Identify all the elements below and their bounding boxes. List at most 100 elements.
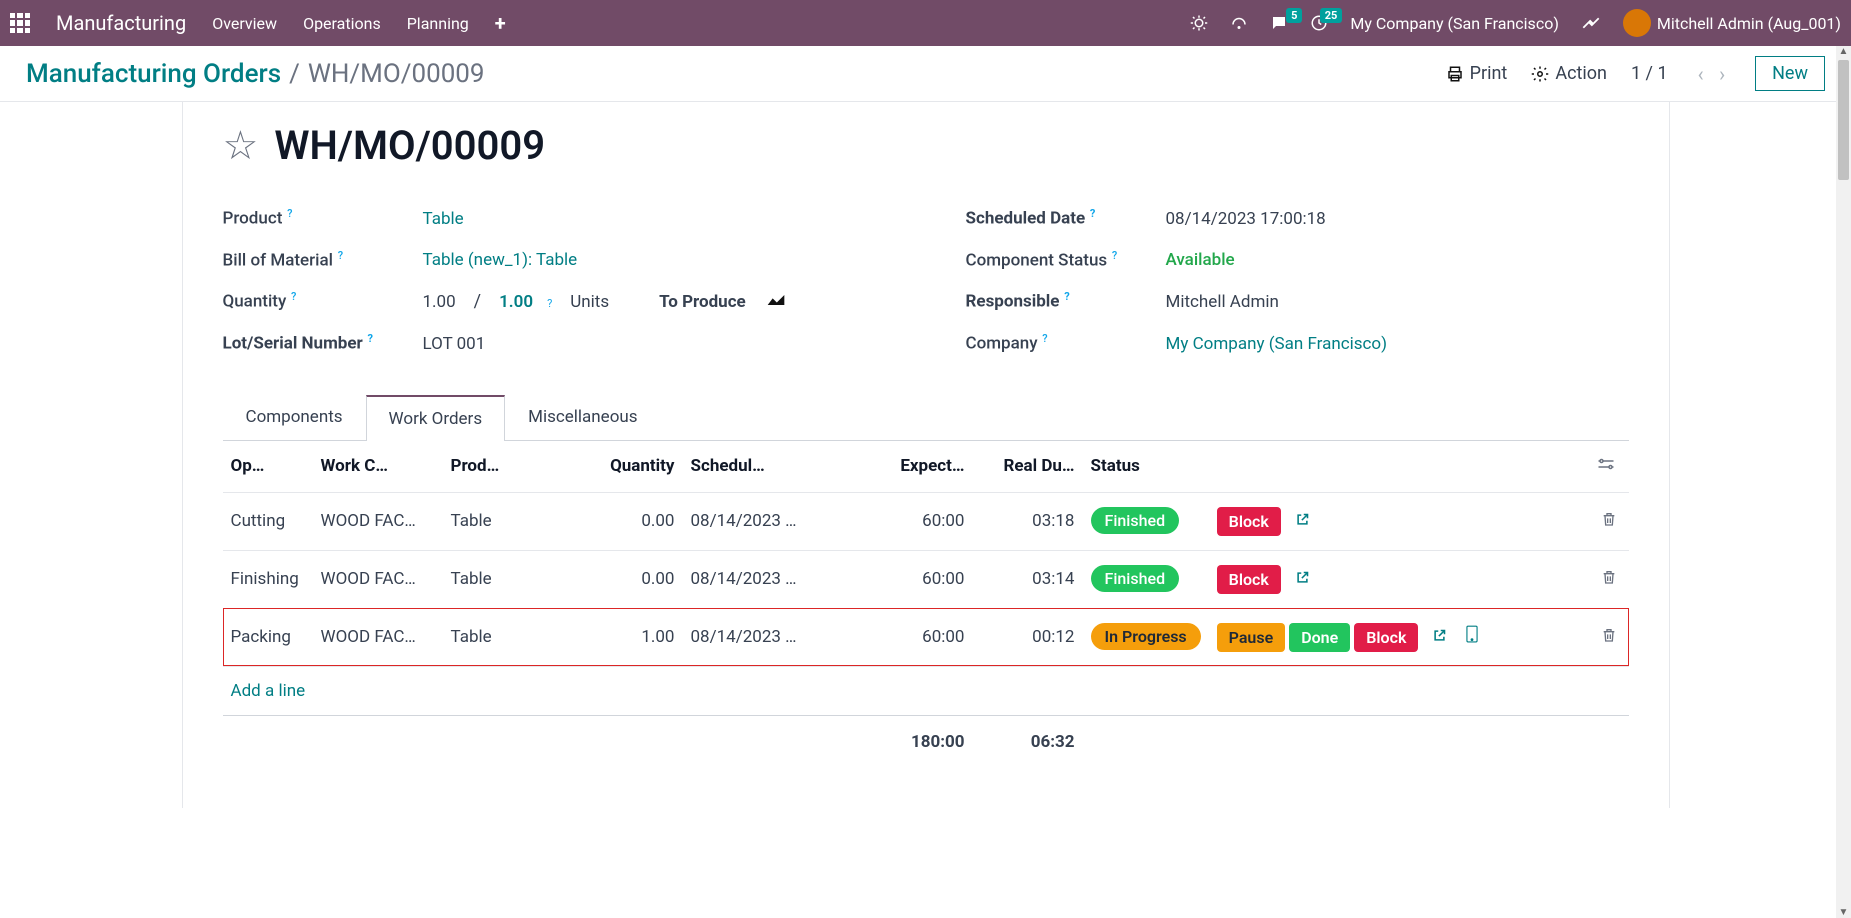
pager-text[interactable]: 1 / 1 <box>1631 63 1668 84</box>
status-badge: In Progress <box>1091 623 1201 650</box>
col-work-center[interactable]: Work C… <box>313 441 443 493</box>
component-status-label: Component Status ? <box>966 249 1166 271</box>
cell-quantity: 0.00 <box>583 550 683 608</box>
vertical-scrollbar[interactable]: ▲ ▼ <box>1836 46 1851 918</box>
breadcrumb-root[interactable]: Manufacturing Orders <box>26 59 281 89</box>
product-label: Product ? <box>223 207 423 229</box>
responsible-field[interactable]: Mitchell Admin <box>1166 292 1629 312</box>
form-sheet: ☆ WH/MO/00009 Product ? Table Bill of Ma… <box>182 102 1670 808</box>
col-scheduled[interactable]: Schedul… <box>683 441 843 493</box>
company-field[interactable]: My Company (San Francisco) <box>1166 334 1629 354</box>
pause-button[interactable]: Pause <box>1217 623 1286 652</box>
tablet-icon[interactable] <box>1465 628 1479 648</box>
table-row[interactable]: FinishingWOOD FAC…Table0.0008/14/2023 …6… <box>223 550 1629 608</box>
app-title[interactable]: Manufacturing <box>56 11 186 35</box>
support-icon[interactable] <box>1230 14 1248 32</box>
work-orders-table: Op… Work C… Prod… Quantity Schedul… Expe… <box>223 441 1629 768</box>
total-real: 06:32 <box>973 715 1083 768</box>
delete-icon[interactable] <box>1601 571 1617 591</box>
notebook-tabs: Components Work Orders Miscellaneous <box>223 394 1629 441</box>
company-label: Company ? <box>966 332 1166 354</box>
cell-scheduled: 08/14/2023 … <box>683 492 843 550</box>
gear-icon <box>1531 65 1549 83</box>
open-external-icon[interactable] <box>1432 628 1447 647</box>
table-header-row: Op… Work C… Prod… Quantity Schedul… Expe… <box>223 441 1629 493</box>
messages-badge: 5 <box>1286 8 1302 23</box>
col-product[interactable]: Prod… <box>443 441 583 493</box>
cell-actions: Block <box>1209 492 1589 550</box>
priority-star-icon[interactable]: ☆ <box>223 122 259 169</box>
cell-product: Table <box>443 550 583 608</box>
block-button[interactable]: Block <box>1217 565 1281 594</box>
col-operation[interactable]: Op… <box>223 441 313 493</box>
cell-operation: Finishing <box>223 550 313 608</box>
col-status[interactable]: Status <box>1083 441 1209 493</box>
open-external-icon[interactable] <box>1295 570 1310 589</box>
cell-real: 00:12 <box>973 608 1083 666</box>
pager-prev-icon[interactable]: ‹ <box>1692 62 1710 86</box>
bom-label: Bill of Material ? <box>223 249 423 271</box>
user-menu[interactable]: Mitchell Admin (Aug_001) <box>1623 9 1841 37</box>
scheduled-date-label: Scheduled Date ? <box>966 207 1166 229</box>
print-button[interactable]: Print <box>1446 63 1508 84</box>
breadcrumb-current: WH/MO/00009 <box>308 59 485 89</box>
cell-work-center: WOOD FAC… <box>313 492 443 550</box>
company-switcher[interactable]: My Company (San Francisco) <box>1350 14 1559 33</box>
forecast-icon[interactable] <box>766 293 786 307</box>
done-button[interactable]: Done <box>1289 623 1350 652</box>
col-expected[interactable]: Expect… <box>843 441 973 493</box>
block-button[interactable]: Block <box>1217 507 1281 536</box>
lot-field[interactable]: LOT 001 <box>423 334 886 354</box>
cell-expected: 60:00 <box>843 608 973 666</box>
tab-miscellaneous[interactable]: Miscellaneous <box>505 394 660 440</box>
cell-quantity: 0.00 <box>583 492 683 550</box>
cell-quantity: 1.00 <box>583 608 683 666</box>
cell-product: Table <box>443 608 583 666</box>
menu-planning[interactable]: Planning <box>407 14 469 33</box>
cell-work-center: WOOD FAC… <box>313 550 443 608</box>
delete-icon[interactable] <box>1601 513 1617 533</box>
tab-components[interactable]: Components <box>223 394 366 440</box>
tab-work-orders[interactable]: Work Orders <box>366 395 506 441</box>
new-menu-icon[interactable]: + <box>495 11 506 35</box>
menu-overview[interactable]: Overview <box>212 14 277 33</box>
cell-operation: Packing <box>223 608 313 666</box>
menu-operations[interactable]: Operations <box>303 14 381 33</box>
table-row[interactable]: CuttingWOOD FAC…Table0.0008/14/2023 …60:… <box>223 492 1629 550</box>
table-row[interactable]: PackingWOOD FAC…Table1.0008/14/2023 …60:… <box>223 608 1629 666</box>
print-label: Print <box>1470 63 1508 84</box>
control-bar: Manufacturing Orders / WH/MO/00009 Print… <box>0 46 1851 102</box>
action-button[interactable]: Action <box>1531 63 1607 84</box>
new-button[interactable]: New <box>1755 56 1825 91</box>
product-field[interactable]: Table <box>423 209 886 229</box>
scheduled-date-field[interactable]: 08/14/2023 17:00:18 <box>1166 209 1629 229</box>
messages-icon[interactable]: 5 <box>1270 14 1288 32</box>
delete-icon[interactable] <box>1601 629 1617 649</box>
qty-value[interactable]: 1.00 <box>423 292 456 312</box>
responsible-label: Responsible ? <box>966 290 1166 312</box>
col-quantity[interactable]: Quantity <box>583 441 683 493</box>
apps-icon[interactable] <box>10 13 30 33</box>
debug-tools-icon[interactable] <box>1581 13 1601 33</box>
qty-uom[interactable]: Units <box>570 292 609 312</box>
cell-product: Table <box>443 492 583 550</box>
qty-producing[interactable]: 1.00 <box>499 292 533 312</box>
status-badge: Finished <box>1091 565 1180 592</box>
bug-icon[interactable] <box>1190 14 1208 32</box>
totals-row: 180:00 06:32 <box>223 715 1629 768</box>
col-real-duration[interactable]: Real Du… <box>973 441 1083 493</box>
add-line-link[interactable]: Add a line <box>223 666 1629 715</box>
cell-scheduled: 08/14/2023 … <box>683 608 843 666</box>
pager-next-icon[interactable]: › <box>1713 62 1731 86</box>
activities-icon[interactable]: 25 <box>1310 14 1328 32</box>
optional-columns-icon[interactable] <box>1589 441 1629 493</box>
bom-field[interactable]: Table (new_1): Table <box>423 250 886 270</box>
quantity-label: Quantity ? <box>223 290 423 312</box>
cell-expected: 60:00 <box>843 550 973 608</box>
open-external-icon[interactable] <box>1295 512 1310 531</box>
block-button[interactable]: Block <box>1354 623 1418 652</box>
cell-actions: PauseDoneBlock <box>1209 608 1589 666</box>
total-expected: 180:00 <box>843 715 973 768</box>
component-status-field: Available <box>1166 250 1629 270</box>
status-badge: Finished <box>1091 507 1180 534</box>
